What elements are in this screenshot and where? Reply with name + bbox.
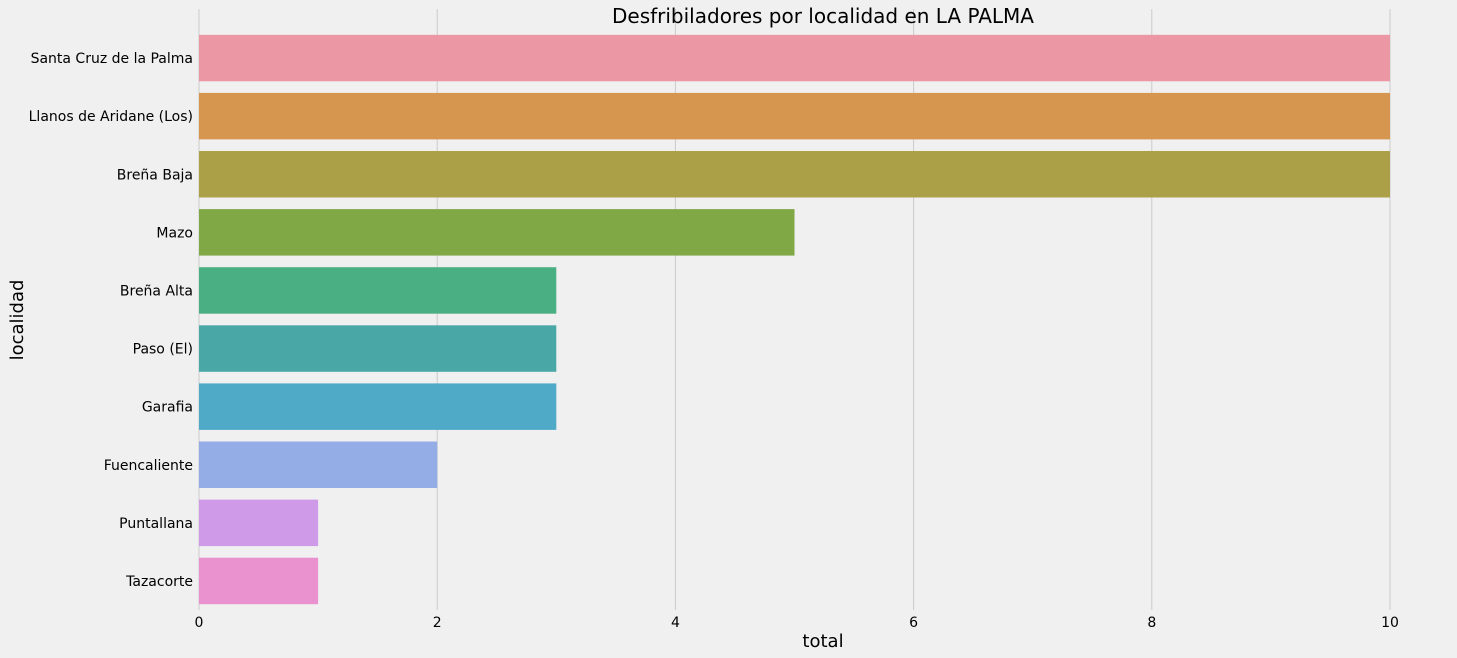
x-tick-label: 2 (433, 615, 442, 631)
y-tick-label: Paso (El) (133, 342, 193, 358)
bar (199, 383, 557, 430)
x-tick-label: 4 (671, 615, 680, 631)
x-tick-label: 10 (1381, 615, 1399, 631)
y-tick-label: Puntallana (119, 516, 193, 532)
bar (199, 557, 319, 605)
x-tick-labels: 0 2 4 6 8 10 (195, 615, 1399, 631)
bar (199, 267, 557, 314)
y-tick-label: Fuencaliente (104, 458, 193, 474)
y-tick-label: Breña Baja (117, 167, 193, 183)
y-tick-label: Breña Alta (120, 283, 193, 299)
bar-layer (199, 34, 1390, 605)
y-tick-labels: Santa Cruz de la Palma Llanos de Aridane … (29, 51, 193, 590)
y-tick-label: Santa Cruz de la Palma (31, 51, 193, 67)
x-tick-label: 0 (195, 615, 204, 631)
bar (199, 34, 1390, 82)
chart-title: Desfribiladores por localidad en LA PALM… (612, 4, 1034, 28)
y-tick-label: Llanos de Aridane (Los) (29, 109, 193, 125)
bar (199, 151, 1390, 198)
x-tick-label: 8 (1147, 615, 1156, 631)
bar (199, 209, 795, 256)
bar (199, 325, 557, 372)
bar (199, 441, 438, 488)
y-tick-label: Garafia (142, 400, 193, 416)
y-axis-label: localidad (7, 280, 28, 361)
x-tick-label: 6 (909, 615, 918, 631)
bar (199, 92, 1390, 140)
x-axis-label: total (802, 631, 843, 652)
y-tick-label: Tazacorte (125, 574, 193, 590)
y-tick-label: Mazo (156, 225, 193, 241)
bar (199, 499, 319, 547)
